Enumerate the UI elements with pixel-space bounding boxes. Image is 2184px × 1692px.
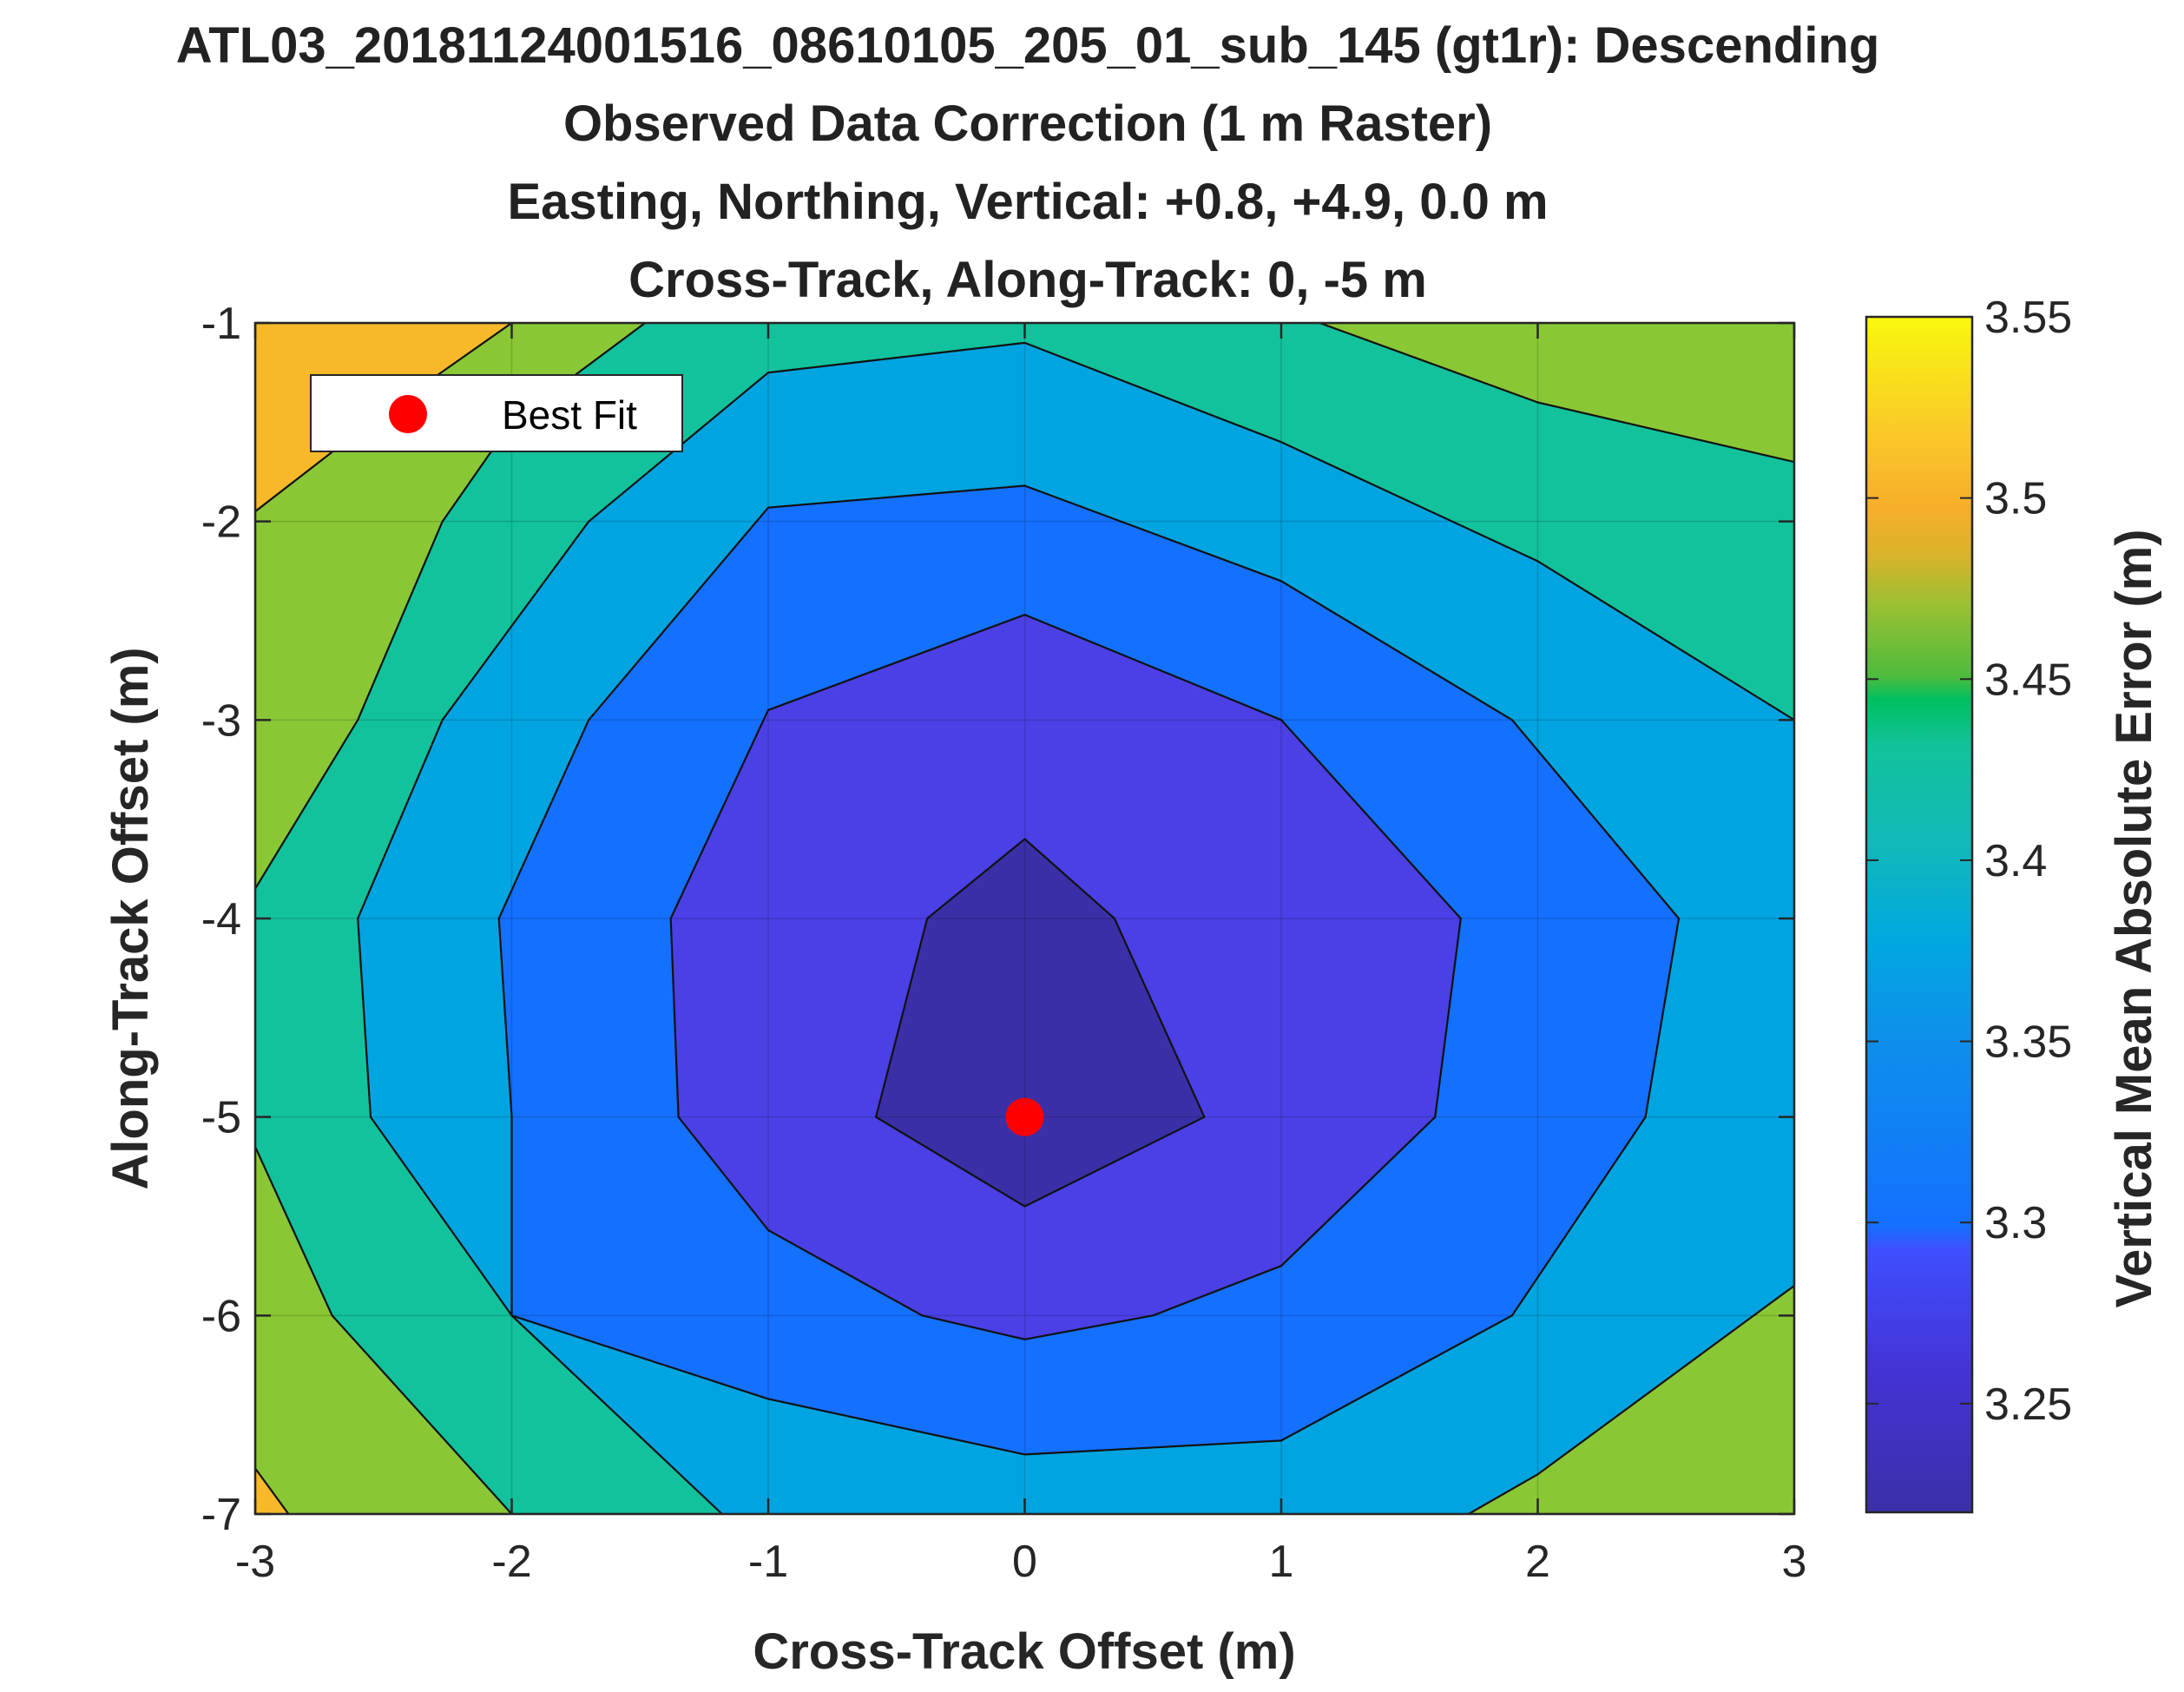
legend-label: Best Fit: [502, 392, 637, 438]
colorbar-gradient: [1866, 317, 1972, 1512]
x-tick-label: -2: [491, 1537, 531, 1587]
colorbar-tick-label: 3.5: [1984, 474, 2047, 524]
colorbar-tick-label: 3.35: [1984, 1017, 2072, 1068]
legend: Best Fit: [310, 374, 683, 452]
colorbar-frame: [1865, 315, 1974, 1514]
plot-area: [255, 323, 1794, 1514]
best-fit-marker: [1005, 1097, 1044, 1136]
y-axis-ticks: -1 -2 -3 -4 -5 -6 -7: [201, 299, 1794, 1540]
x-tick-label: -3: [235, 1537, 275, 1587]
y-tick-label: -2: [201, 497, 241, 548]
contour-fills: [255, 323, 1794, 1514]
colorbar-tick-label: 3.55: [1984, 293, 2072, 343]
colorbar-ticks: 3.55 3.5 3.45 3.4 3.35 3.3 3.25: [1866, 293, 2072, 1430]
legend-box: [310, 374, 683, 452]
x-tick-label: 1: [1269, 1537, 1294, 1587]
colorbar-tick-label: 3.4: [1984, 836, 2047, 886]
x-axis-ticks: -3 -2 -1 0 1 2 3: [235, 323, 1807, 1587]
title-line-1: ATL03_20181124001516_08610105_205_01_sub…: [176, 17, 1880, 74]
y-tick-label: -3: [201, 695, 241, 746]
y-tick-label: -5: [201, 1093, 241, 1143]
y-tick-label: -6: [201, 1291, 241, 1341]
colorbar-tick-label: 3.25: [1984, 1379, 2072, 1430]
x-tick-label: -1: [748, 1537, 788, 1587]
x-tick-label: 3: [1782, 1537, 1807, 1587]
y-tick-label: -1: [201, 299, 241, 349]
colorbar-tick-label: 3.3: [1984, 1198, 2047, 1248]
colorbar-label: Vertical Mean Absolute Error (m): [2106, 529, 2162, 1307]
title-line-3: Easting, Northing, Vertical: +0.8, +4.9,…: [507, 174, 1548, 230]
title-line-2: Observed Data Correction (1 m Raster): [563, 95, 1492, 152]
y-axis-label: Along-Track Offset (m): [102, 647, 159, 1189]
y-tick-label: -4: [201, 894, 241, 945]
colorbar: 3.55 3.5 3.45 3.4 3.35 3.3 3.25 Vertical Mean …: [1865, 293, 2162, 1514]
colorbar-tick-label: 3.45: [1984, 655, 2072, 705]
x-tick-label: 0: [1012, 1537, 1037, 1587]
legend-marker: [389, 395, 427, 433]
chart-title: ATL03_20181124001516_08610105_205_01_sub…: [176, 17, 1880, 308]
title-line-4: Cross-Track, Along-Track: 0, -5 m: [628, 252, 1427, 308]
x-tick-label: 2: [1525, 1537, 1550, 1587]
y-tick-label: -7: [201, 1490, 241, 1540]
contour-region-7: [255, 1467, 290, 1514]
x-axis-label: Cross-Track Offset (m): [753, 1623, 1295, 1680]
contour-region-5: [874, 838, 1206, 1208]
